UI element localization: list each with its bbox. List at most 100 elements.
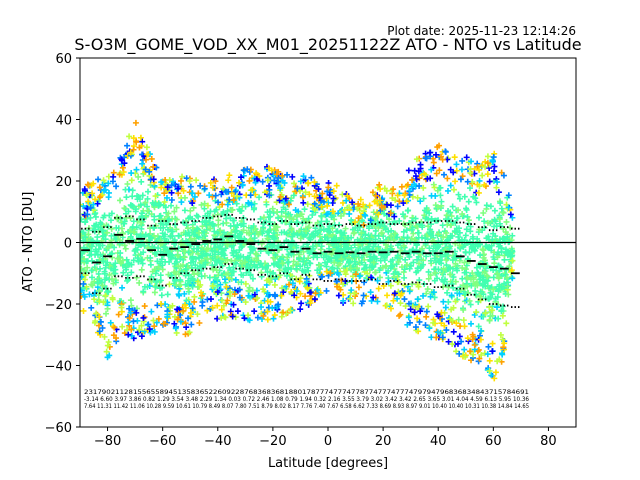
x-tick-label: 0 bbox=[324, 434, 332, 449]
data-point bbox=[414, 194, 421, 201]
data-point bbox=[220, 209, 227, 216]
data-point bbox=[449, 203, 456, 210]
data-point bbox=[181, 207, 188, 214]
data-point bbox=[499, 303, 506, 310]
data-point bbox=[452, 278, 459, 285]
data-point bbox=[459, 264, 466, 271]
data-point bbox=[256, 194, 263, 201]
data-point bbox=[485, 233, 492, 240]
data-point bbox=[284, 254, 291, 261]
data-point bbox=[224, 207, 231, 214]
data-point bbox=[461, 323, 468, 330]
data-point bbox=[88, 267, 95, 274]
data-point bbox=[486, 317, 493, 324]
data-point bbox=[305, 224, 312, 231]
data-point bbox=[91, 278, 98, 285]
data-point bbox=[423, 290, 430, 297]
data-point bbox=[503, 218, 510, 225]
y-tick-label: 20 bbox=[55, 175, 72, 190]
y-tick-label: −60 bbox=[45, 421, 72, 436]
plot-area: 2317902112815565589451358365226092287683… bbox=[45, 52, 577, 449]
data-point bbox=[104, 305, 111, 312]
data-point bbox=[476, 177, 483, 184]
data-point bbox=[173, 226, 180, 233]
data-point bbox=[470, 193, 477, 200]
data-point bbox=[301, 206, 308, 213]
data-point bbox=[248, 201, 255, 208]
data-point bbox=[394, 295, 401, 302]
data-point bbox=[161, 198, 168, 205]
data-point bbox=[142, 199, 149, 206]
data-point bbox=[112, 236, 119, 243]
y-axis-label: ATO - NTO [DU] bbox=[21, 192, 36, 293]
data-point bbox=[104, 245, 111, 252]
x-tick-label: −80 bbox=[94, 434, 121, 449]
data-point bbox=[211, 262, 218, 269]
data-point bbox=[171, 208, 178, 215]
bin-stat-row: 7.64 11.31 11.42 11.06 10.28 9.59 10.61 … bbox=[84, 402, 529, 410]
data-point bbox=[480, 209, 487, 216]
data-point bbox=[121, 242, 128, 249]
y-tick-label: −40 bbox=[45, 360, 72, 375]
data-point bbox=[463, 226, 470, 233]
data-point bbox=[491, 207, 498, 214]
data-point bbox=[306, 235, 313, 242]
data-point bbox=[501, 280, 508, 287]
data-point bbox=[166, 258, 173, 265]
data-point bbox=[158, 292, 165, 299]
data-point bbox=[401, 274, 408, 281]
data-point bbox=[417, 198, 424, 205]
data-point bbox=[425, 303, 432, 310]
data-point bbox=[228, 184, 235, 191]
data-point bbox=[192, 262, 199, 269]
y-tick-label: 0 bbox=[64, 237, 72, 252]
data-point bbox=[130, 257, 137, 264]
data-point bbox=[292, 207, 299, 214]
data-point bbox=[386, 216, 393, 223]
chart-title: S-O3M_GOME_VOD_XX_M01_20251122Z ATO - NT… bbox=[74, 35, 581, 55]
data-point bbox=[358, 230, 365, 237]
data-point bbox=[186, 232, 193, 239]
data-point bbox=[402, 256, 409, 263]
data-point bbox=[275, 215, 282, 222]
data-point bbox=[104, 229, 111, 236]
x-tick-label: 40 bbox=[430, 434, 447, 449]
data-point bbox=[438, 253, 445, 260]
data-point bbox=[458, 166, 465, 173]
data-point bbox=[194, 270, 201, 277]
data-point bbox=[342, 225, 349, 232]
data-point bbox=[410, 259, 417, 266]
data-point bbox=[388, 227, 395, 234]
x-tick-label: −40 bbox=[204, 434, 231, 449]
data-point bbox=[413, 269, 420, 276]
data-point bbox=[400, 269, 407, 276]
data-point bbox=[201, 200, 208, 207]
data-point bbox=[465, 198, 472, 205]
data-point bbox=[175, 232, 182, 239]
data-point bbox=[80, 229, 87, 236]
data-point bbox=[405, 300, 412, 307]
data-point bbox=[362, 261, 369, 268]
data-point bbox=[372, 269, 379, 276]
data-point bbox=[420, 292, 427, 299]
data-point bbox=[423, 253, 430, 260]
data-point bbox=[201, 205, 208, 212]
data-point bbox=[485, 343, 492, 350]
data-point bbox=[270, 209, 277, 216]
data-point bbox=[187, 259, 194, 266]
data-point bbox=[462, 232, 469, 239]
data-point bbox=[502, 229, 509, 236]
data-point bbox=[425, 268, 432, 275]
x-tick-label: 60 bbox=[485, 434, 502, 449]
data-point bbox=[107, 319, 114, 326]
data-point bbox=[425, 275, 432, 282]
data-point bbox=[127, 297, 134, 304]
data-point bbox=[191, 193, 198, 200]
data-point bbox=[460, 317, 467, 324]
data-point bbox=[404, 207, 411, 214]
data-point bbox=[440, 298, 447, 305]
data-point bbox=[334, 228, 341, 235]
data-point bbox=[480, 313, 487, 320]
data-point bbox=[169, 233, 176, 240]
data-point bbox=[377, 257, 384, 264]
